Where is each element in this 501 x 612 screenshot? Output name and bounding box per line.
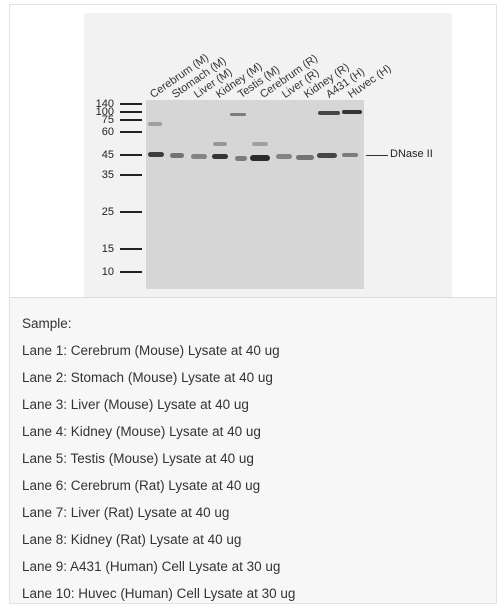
marker-45: 45 [84,149,144,163]
lane-labels: Cerebrum (M) Stomach (M) Liver (M) Kidne… [84,13,452,103]
band [230,113,246,116]
band [191,154,207,159]
lane-description: Lane 8: Kidney (Rat) Lysate at 40 ug [22,532,242,547]
target-label: DNase II [390,148,433,160]
gel-membrane [146,100,364,289]
band [148,152,164,157]
band [276,154,292,159]
marker-140: 140 [84,98,144,112]
content-frame: Cerebrum (M) Stomach (M) Liver (M) Kidne… [9,4,497,604]
sample-heading: Sample: [22,316,72,331]
lane-description: Lane 2: Stomach (Mouse) Lysate at 40 ug [22,370,273,385]
band [342,153,358,157]
lane-description: Lane 4: Kidney (Mouse) Lysate at 40 ug [22,424,261,439]
marker-tick [120,111,142,113]
western-blot-figure: Cerebrum (M) Stomach (M) Liver (M) Kidne… [10,5,496,298]
band [250,155,270,161]
marker-tick [120,174,142,176]
lane-description: Lane 6: Cerebrum (Rat) Lysate at 40 ug [22,478,261,493]
blot-panel: Cerebrum (M) Stomach (M) Liver (M) Kidne… [84,13,452,297]
sample-list: Sample: Lane 1: Cerebrum (Mouse) Lysate … [22,315,295,612]
band [317,153,337,158]
marker-15: 15 [84,243,144,257]
marker-75: 75 [84,114,144,128]
lane-description: Lane 9: A431 (Human) Cell Lysate at 30 u… [22,559,281,574]
marker-tick [120,119,142,121]
marker-25: 25 [84,206,144,220]
band [170,153,184,158]
band [318,111,340,115]
lane-description: Lane 1: Cerebrum (Mouse) Lysate at 40 ug [22,343,280,358]
band [342,110,362,114]
lane-description: Lane 5: Testis (Mouse) Lysate at 40 ug [22,451,254,466]
marker-tick [120,154,142,156]
marker-tick [120,131,142,133]
marker-35: 35 [84,169,144,183]
lane-description: Lane 7: Liver (Rat) Lysate at 40 ug [22,505,230,520]
marker-tick [120,248,142,250]
band [296,155,314,160]
marker-10: 10 [84,266,144,280]
marker-100: 100 [84,106,144,120]
lane-description: Lane 3: Liver (Mouse) Lysate at 40 ug [22,397,249,412]
lane-description: Lane 10: Huvec (Human) Cell Lysate at 30… [22,586,296,601]
band [235,156,247,161]
marker-tick [120,103,142,105]
marker-tick [120,211,142,213]
marker-60: 60 [84,126,144,140]
target-indicator-line [366,155,388,156]
band [252,142,268,146]
band [213,142,227,146]
marker-tick [120,271,142,273]
band [148,122,162,126]
band [212,154,228,159]
